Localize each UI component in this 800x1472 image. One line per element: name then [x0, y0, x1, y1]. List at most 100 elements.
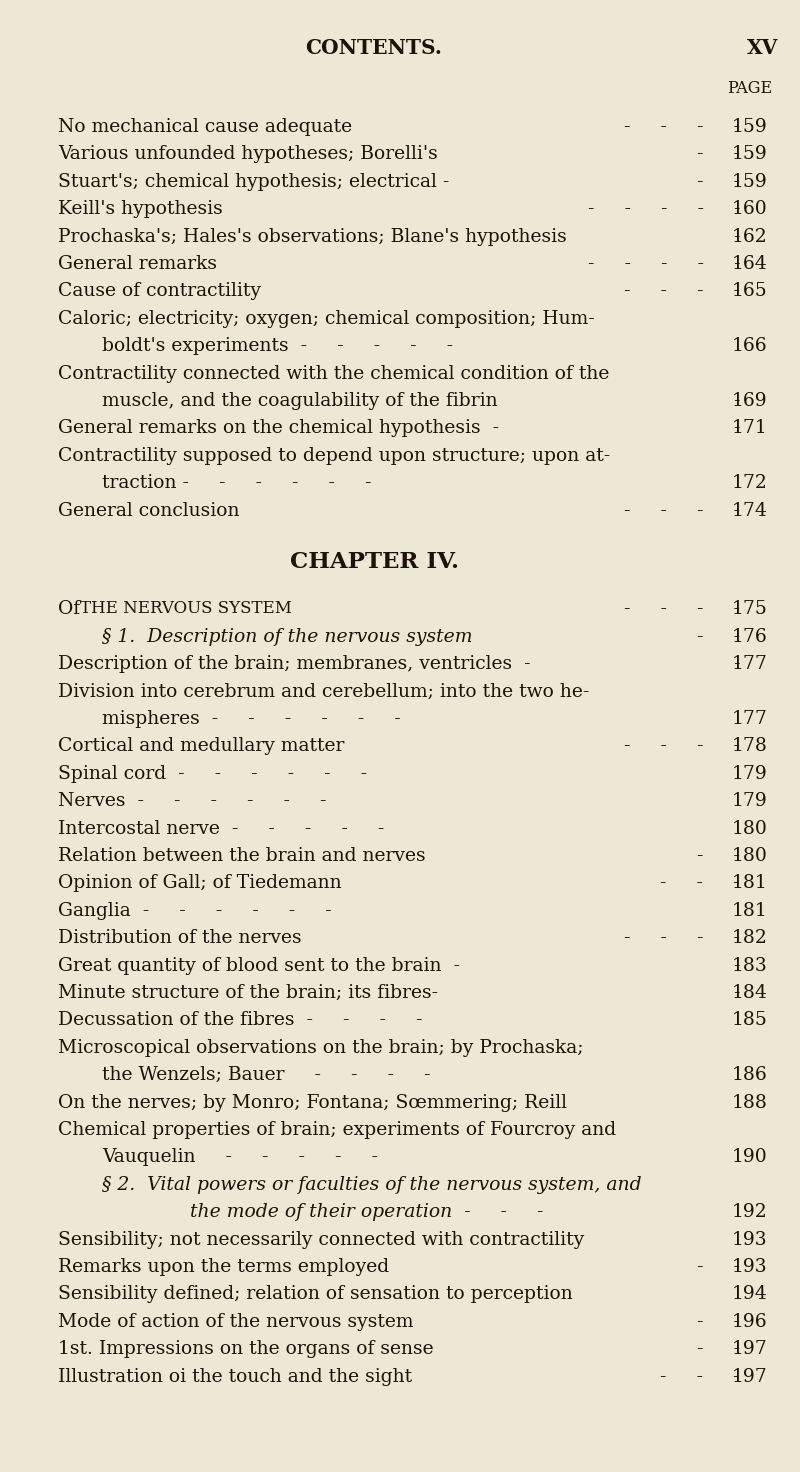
Text: -     -     -     -: - - - - — [612, 283, 740, 300]
Text: 177: 177 — [732, 710, 768, 729]
Text: 197: 197 — [732, 1367, 768, 1385]
Text: On the nerves; by Monro; Fontana; Sœmmering; Reill: On the nerves; by Monro; Fontana; Sœmmer… — [58, 1094, 567, 1111]
Text: the mode of their operation  -     -     -: the mode of their operation - - - — [190, 1203, 543, 1222]
Text: 172: 172 — [732, 474, 768, 492]
Text: 159: 159 — [732, 172, 768, 191]
Text: Division into cerebrum and cerebellum; into the two he-: Division into cerebrum and cerebellum; i… — [58, 683, 590, 701]
Text: 171: 171 — [732, 420, 768, 437]
Text: Opinion of Gall; of Tiedemann: Opinion of Gall; of Tiedemann — [58, 874, 342, 892]
Text: -     -: - - — [685, 1340, 740, 1359]
Text: Distribution of the nerves: Distribution of the nerves — [58, 929, 302, 946]
Text: 164: 164 — [732, 255, 768, 272]
Text: -     -     -     -: - - - - — [612, 601, 740, 618]
Text: General remarks: General remarks — [58, 255, 217, 272]
Text: -     -: - - — [685, 846, 740, 866]
Text: General remarks on the chemical hypothesis  -: General remarks on the chemical hypothes… — [58, 420, 499, 437]
Text: 181: 181 — [732, 874, 768, 892]
Text: -     -     -     -     -: - - - - - — [575, 200, 740, 218]
Text: 179: 179 — [732, 792, 768, 810]
Text: 174: 174 — [732, 502, 768, 520]
Text: -     -     -     -: - - - - — [612, 737, 740, 755]
Text: -: - — [722, 983, 740, 1002]
Text: Keill's hypothesis: Keill's hypothesis — [58, 200, 222, 218]
Text: § 2.  Vital powers or faculties of the nervous system, and: § 2. Vital powers or faculties of the ne… — [102, 1176, 642, 1194]
Text: 190: 190 — [732, 1148, 768, 1166]
Text: 193: 193 — [732, 1231, 768, 1248]
Text: § 1.  Description of the nervous system: § 1. Description of the nervous system — [102, 627, 473, 646]
Text: Description of the brain; membranes, ventricles  -: Description of the brain; membranes, ven… — [58, 655, 530, 673]
Text: Sensibility; not necessarily connected with contractility: Sensibility; not necessarily connected w… — [58, 1231, 584, 1248]
Text: 166: 166 — [732, 337, 768, 355]
Text: 194: 194 — [732, 1285, 768, 1303]
Text: 193: 193 — [732, 1259, 768, 1276]
Text: traction -     -     -     -     -     -: traction - - - - - - — [102, 474, 371, 492]
Text: 175: 175 — [732, 601, 768, 618]
Text: 162: 162 — [732, 228, 768, 246]
Text: 159: 159 — [732, 146, 768, 163]
Text: Mode of action of the nervous system: Mode of action of the nervous system — [58, 1313, 414, 1331]
Text: 197: 197 — [732, 1340, 768, 1359]
Text: muscle, and the coagulability of the fibrin: muscle, and the coagulability of the fib… — [102, 392, 498, 411]
Text: 181: 181 — [732, 902, 768, 920]
Text: PAGE: PAGE — [727, 79, 773, 97]
Text: mispheres  -     -     -     -     -     -: mispheres - - - - - - — [102, 710, 401, 729]
Text: 159: 159 — [732, 118, 768, 135]
Text: No mechanical cause adequate: No mechanical cause adequate — [58, 118, 352, 135]
Text: Microscopical observations on the brain; by Prochaska;: Microscopical observations on the brain;… — [58, 1039, 583, 1057]
Text: 1st. Impressions on the organs of sense: 1st. Impressions on the organs of sense — [58, 1340, 434, 1359]
Text: Illustration oi the touch and the sight: Illustration oi the touch and the sight — [58, 1367, 412, 1385]
Text: 184: 184 — [732, 983, 768, 1002]
Text: 160: 160 — [732, 200, 768, 218]
Text: 182: 182 — [732, 929, 768, 946]
Text: CONTENTS.: CONTENTS. — [306, 38, 442, 57]
Text: Sensibility defined; relation of sensation to perception: Sensibility defined; relation of sensati… — [58, 1285, 573, 1303]
Text: -: - — [722, 420, 740, 437]
Text: 180: 180 — [732, 820, 768, 838]
Text: Relation between the brain and nerves: Relation between the brain and nerves — [58, 846, 426, 866]
Text: -: - — [722, 392, 740, 411]
Text: Vauquelin     -     -     -     -     -: Vauquelin - - - - - — [102, 1148, 378, 1166]
Text: 176: 176 — [732, 627, 768, 646]
Text: 185: 185 — [732, 1011, 768, 1029]
Text: -     -     -: - - - — [649, 874, 740, 892]
Text: CHAPTER IV.: CHAPTER IV. — [290, 551, 458, 573]
Text: 178: 178 — [732, 737, 768, 755]
Text: 169: 169 — [732, 392, 768, 411]
Text: Cortical and medullary matter: Cortical and medullary matter — [58, 737, 344, 755]
Text: -     -: - - — [667, 172, 740, 191]
Text: -     -     -     -     -: - - - - - — [575, 255, 740, 272]
Text: THE NERVOUS SYSTEM: THE NERVOUS SYSTEM — [80, 601, 292, 617]
Text: 188: 188 — [732, 1094, 768, 1111]
Text: -: - — [722, 655, 740, 673]
Text: Cause of contractility: Cause of contractility — [58, 283, 261, 300]
Text: 196: 196 — [732, 1313, 768, 1331]
Text: Great quantity of blood sent to the brain  -: Great quantity of blood sent to the brai… — [58, 957, 460, 974]
Text: -: - — [722, 228, 740, 246]
Text: Ganglia  -     -     -     -     -     -: Ganglia - - - - - - — [58, 902, 332, 920]
Text: -     -: - - — [685, 627, 740, 646]
Text: Prochaska's; Hales's observations; Blane's hypothesis: Prochaska's; Hales's observations; Blane… — [58, 228, 566, 246]
Text: -     -     -     -: - - - - — [612, 502, 740, 520]
Text: -     -     -: - - - — [649, 1367, 740, 1385]
Text: 186: 186 — [732, 1066, 768, 1085]
Text: -     -: - - — [685, 1259, 740, 1276]
Text: Various unfounded hypotheses; Borelli's: Various unfounded hypotheses; Borelli's — [58, 146, 438, 163]
Text: -: - — [722, 957, 740, 974]
Text: Minute structure of the brain; its fibres-: Minute structure of the brain; its fibre… — [58, 983, 438, 1002]
Text: General conclusion: General conclusion — [58, 502, 239, 520]
Text: Remarks upon the terms employed: Remarks upon the terms employed — [58, 1259, 389, 1276]
Text: XV: XV — [747, 38, 778, 57]
Text: Nerves  -     -     -     -     -     -: Nerves - - - - - - — [58, 792, 326, 810]
Text: Contractility supposed to depend upon structure; upon at-: Contractility supposed to depend upon st… — [58, 447, 610, 465]
Text: 177: 177 — [732, 655, 768, 673]
Text: 192: 192 — [732, 1203, 768, 1222]
Text: 180: 180 — [732, 846, 768, 866]
Text: -     -     -     -: - - - - — [618, 118, 740, 135]
Text: -     -: - - — [685, 146, 740, 163]
Text: Contractility connected with the chemical condition of the: Contractility connected with the chemica… — [58, 365, 610, 383]
Text: Of: Of — [58, 601, 80, 618]
Text: Stuart's; chemical hypothesis; electrical -: Stuart's; chemical hypothesis; electrica… — [58, 172, 450, 191]
Text: 179: 179 — [732, 765, 768, 783]
Text: Intercostal nerve  -     -     -     -     -: Intercostal nerve - - - - - — [58, 820, 384, 838]
Text: boldt's experiments  -     -     -     -     -: boldt's experiments - - - - - — [102, 337, 453, 355]
